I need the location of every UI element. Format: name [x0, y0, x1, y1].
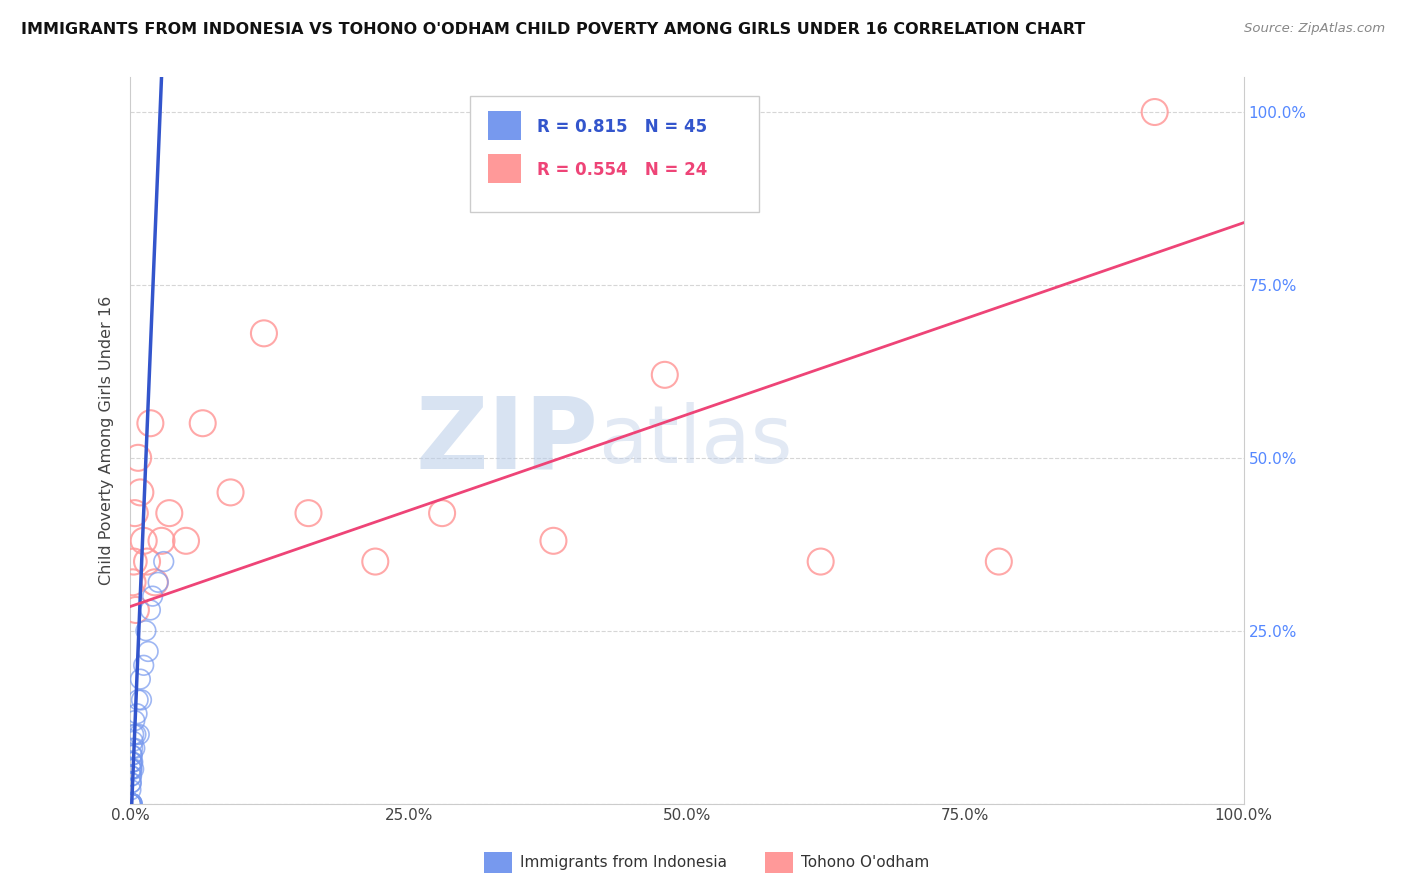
Point: [121, 797, 143, 811]
Point: [125, 727, 148, 741]
Point: [129, 485, 152, 500]
Text: Source: ZipAtlas.com: Source: ZipAtlas.com: [1244, 22, 1385, 36]
Point: [120, 782, 142, 797]
Point: [543, 533, 565, 548]
Point: [152, 555, 174, 569]
Point: [120, 769, 142, 783]
Point: [124, 506, 146, 520]
Point: [129, 672, 152, 686]
Point: [124, 741, 146, 756]
Point: [136, 555, 159, 569]
Point: [120, 797, 142, 811]
Point: [121, 797, 143, 811]
Point: [120, 797, 142, 811]
Point: [121, 575, 143, 590]
Point: [654, 368, 676, 382]
Point: [139, 603, 162, 617]
Text: atlas: atlas: [598, 401, 793, 480]
Point: [136, 644, 159, 658]
Point: [120, 776, 142, 790]
Point: [121, 797, 143, 811]
Point: [139, 416, 162, 430]
Point: [174, 533, 197, 548]
Point: [157, 506, 180, 520]
Point: [810, 555, 832, 569]
Point: [297, 506, 319, 520]
Text: R = 0.554   N = 24: R = 0.554 N = 24: [537, 161, 707, 179]
Point: [128, 727, 150, 741]
Point: [120, 797, 142, 811]
Text: IMMIGRANTS FROM INDONESIA VS TOHONO O'ODHAM CHILD POVERTY AMONG GIRLS UNDER 16 C: IMMIGRANTS FROM INDONESIA VS TOHONO O'OD…: [21, 22, 1085, 37]
Point: [191, 416, 214, 430]
Text: Immigrants from Indonesia: Immigrants from Indonesia: [520, 855, 727, 870]
Point: [121, 741, 143, 756]
Point: [121, 762, 143, 776]
Point: [131, 693, 153, 707]
Point: [120, 797, 142, 811]
Point: [120, 776, 142, 790]
FancyBboxPatch shape: [470, 95, 759, 211]
Point: [120, 797, 142, 811]
Point: [122, 734, 145, 748]
Point: [120, 762, 142, 776]
Point: [364, 555, 387, 569]
Point: [120, 797, 142, 811]
Point: [125, 603, 148, 617]
Point: [987, 555, 1010, 569]
Point: [253, 326, 276, 341]
Point: [120, 762, 142, 776]
Text: ZIP: ZIP: [415, 392, 598, 489]
Point: [121, 797, 143, 811]
Point: [219, 485, 242, 500]
Point: [121, 755, 143, 769]
Y-axis label: Child Poverty Among Girls Under 16: Child Poverty Among Girls Under 16: [100, 296, 114, 585]
Point: [132, 533, 155, 548]
Point: [1143, 105, 1166, 120]
Point: [122, 727, 145, 741]
Point: [135, 624, 157, 638]
Point: [121, 797, 143, 811]
Point: [122, 762, 145, 776]
FancyBboxPatch shape: [488, 154, 522, 184]
Point: [124, 714, 146, 728]
Point: [142, 589, 165, 603]
Point: [122, 555, 145, 569]
FancyBboxPatch shape: [488, 111, 522, 140]
Point: [150, 533, 173, 548]
Point: [121, 748, 143, 763]
Point: [120, 797, 142, 811]
Point: [127, 450, 149, 465]
Point: [120, 797, 142, 811]
Point: [121, 769, 143, 783]
Point: [121, 755, 143, 769]
Point: [125, 706, 148, 721]
Point: [127, 693, 149, 707]
Point: [143, 575, 166, 590]
Point: [121, 755, 143, 769]
Point: [146, 575, 169, 590]
Text: Tohono O'odham: Tohono O'odham: [801, 855, 929, 870]
Point: [121, 748, 143, 763]
Point: [430, 506, 453, 520]
Text: R = 0.815   N = 45: R = 0.815 N = 45: [537, 118, 707, 136]
Point: [132, 658, 155, 673]
